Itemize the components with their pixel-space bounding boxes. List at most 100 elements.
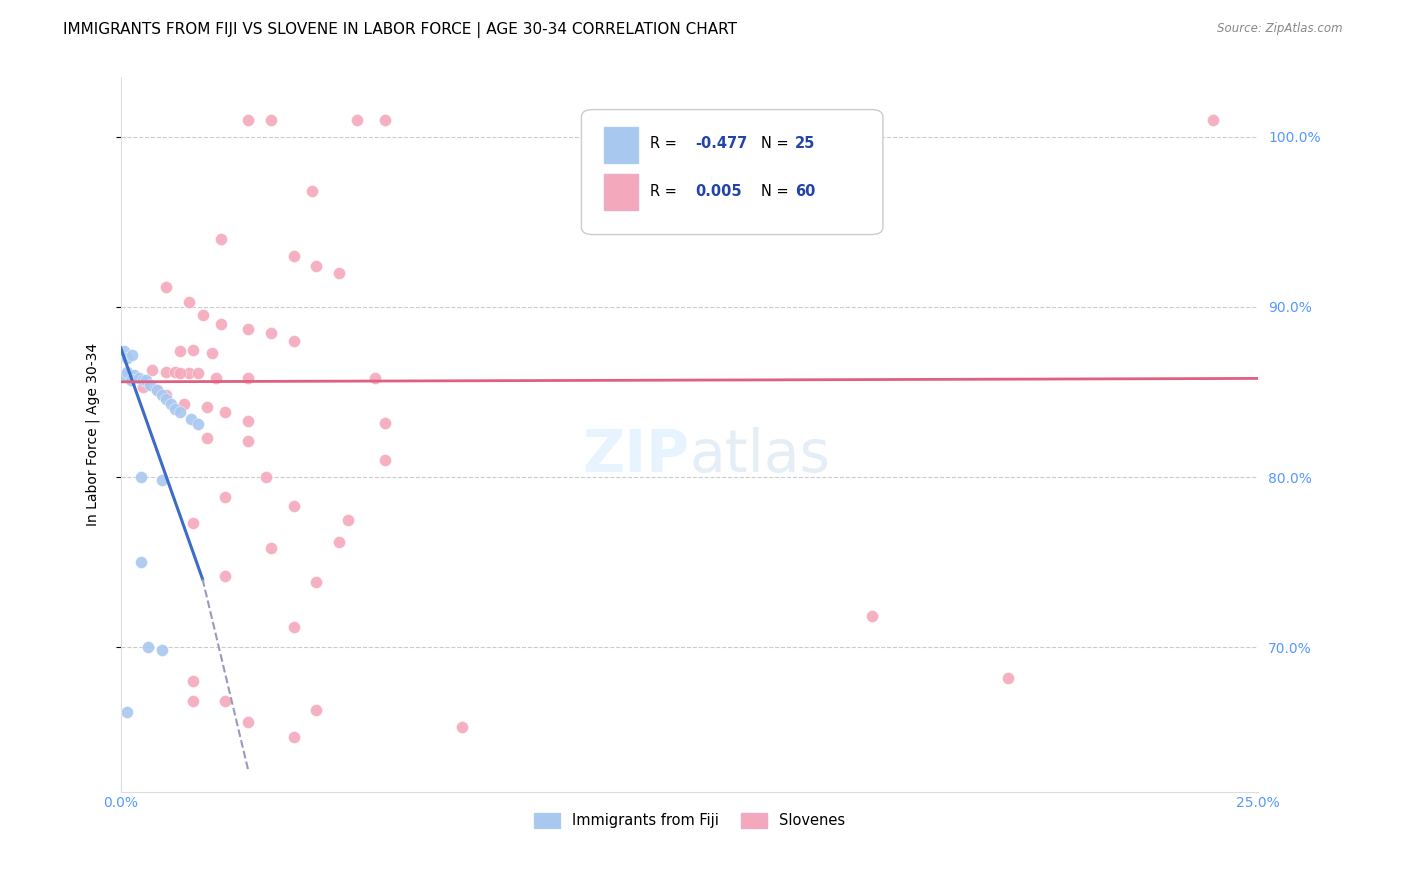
Point	[136, 640, 159, 654]
Point	[214, 568, 236, 582]
Point	[364, 371, 387, 385]
Point	[260, 112, 283, 127]
FancyBboxPatch shape	[605, 128, 638, 163]
Point	[150, 643, 173, 657]
Point	[254, 470, 277, 484]
Point	[187, 367, 209, 381]
Point	[337, 512, 360, 526]
Point	[191, 309, 214, 323]
Point	[165, 402, 187, 417]
Point	[374, 453, 396, 467]
Point	[328, 534, 350, 549]
Point	[165, 365, 187, 379]
Text: Source: ZipAtlas.com: Source: ZipAtlas.com	[1218, 22, 1343, 36]
Point	[128, 371, 150, 385]
Point	[305, 259, 328, 273]
Point	[236, 714, 259, 729]
Point	[1202, 112, 1225, 127]
FancyBboxPatch shape	[582, 110, 883, 235]
Point	[183, 674, 205, 689]
Point	[301, 185, 323, 199]
Point	[120, 373, 142, 387]
Legend: Immigrants from Fiji, Slovenes: Immigrants from Fiji, Slovenes	[529, 807, 851, 834]
Point	[209, 317, 232, 331]
Point	[183, 516, 205, 530]
Point	[117, 705, 139, 719]
Point	[374, 112, 396, 127]
Text: 25: 25	[796, 136, 815, 152]
Point	[155, 365, 177, 379]
Text: 0.005: 0.005	[695, 185, 742, 199]
FancyBboxPatch shape	[605, 174, 638, 210]
Point	[183, 343, 205, 357]
Point	[187, 417, 209, 432]
Point	[117, 365, 139, 379]
Text: 60: 60	[796, 185, 815, 199]
Point	[173, 397, 195, 411]
Point	[129, 470, 152, 484]
Point	[117, 351, 139, 365]
Point	[209, 232, 232, 246]
Point	[132, 373, 155, 387]
Point	[121, 348, 143, 362]
Text: R =: R =	[650, 136, 681, 152]
Point	[236, 112, 259, 127]
Point	[146, 384, 169, 398]
Point	[236, 434, 259, 449]
Point	[260, 541, 283, 556]
Text: -0.477: -0.477	[695, 136, 748, 152]
Point	[183, 694, 205, 708]
Point	[214, 405, 236, 419]
Point	[141, 363, 163, 377]
Point	[283, 730, 305, 744]
Point	[112, 368, 135, 382]
Point	[328, 266, 350, 280]
Text: IMMIGRANTS FROM FIJI VS SLOVENE IN LABOR FORCE | AGE 30-34 CORRELATION CHART: IMMIGRANTS FROM FIJI VS SLOVENE IN LABOR…	[63, 22, 737, 38]
Point	[132, 380, 155, 394]
Point	[260, 326, 283, 340]
Point	[139, 378, 162, 392]
Point	[236, 414, 259, 428]
Text: atlas: atlas	[689, 427, 831, 484]
Point	[195, 401, 218, 415]
Point	[135, 373, 157, 387]
Text: N =: N =	[761, 185, 793, 199]
Point	[129, 555, 152, 569]
Point	[236, 322, 259, 336]
Point	[305, 575, 328, 590]
Point	[169, 344, 191, 359]
Y-axis label: In Labor Force | Age 30-34: In Labor Force | Age 30-34	[86, 343, 100, 526]
Point	[236, 371, 259, 385]
Point	[177, 294, 200, 309]
Point	[180, 412, 202, 426]
Point	[214, 694, 236, 708]
Point	[155, 388, 177, 402]
Point	[112, 344, 135, 359]
Point	[205, 371, 228, 385]
Point	[150, 388, 173, 402]
Point	[155, 392, 177, 406]
Point	[283, 249, 305, 263]
Point	[283, 334, 305, 348]
Text: N =: N =	[761, 136, 793, 152]
Point	[124, 368, 146, 382]
Point	[159, 397, 181, 411]
Point	[155, 279, 177, 293]
Point	[150, 474, 173, 488]
Point	[305, 703, 328, 717]
Point	[451, 720, 474, 734]
Point	[169, 405, 191, 419]
Point	[374, 416, 396, 430]
Point	[214, 491, 236, 505]
Point	[860, 609, 883, 624]
Point	[169, 367, 191, 381]
Point	[146, 384, 169, 398]
Point	[283, 499, 305, 513]
Point	[283, 620, 305, 634]
Point	[997, 671, 1019, 685]
Text: R =: R =	[650, 185, 681, 199]
Point	[177, 367, 200, 381]
Point	[201, 346, 224, 360]
Point	[346, 112, 368, 127]
Point	[195, 431, 218, 445]
